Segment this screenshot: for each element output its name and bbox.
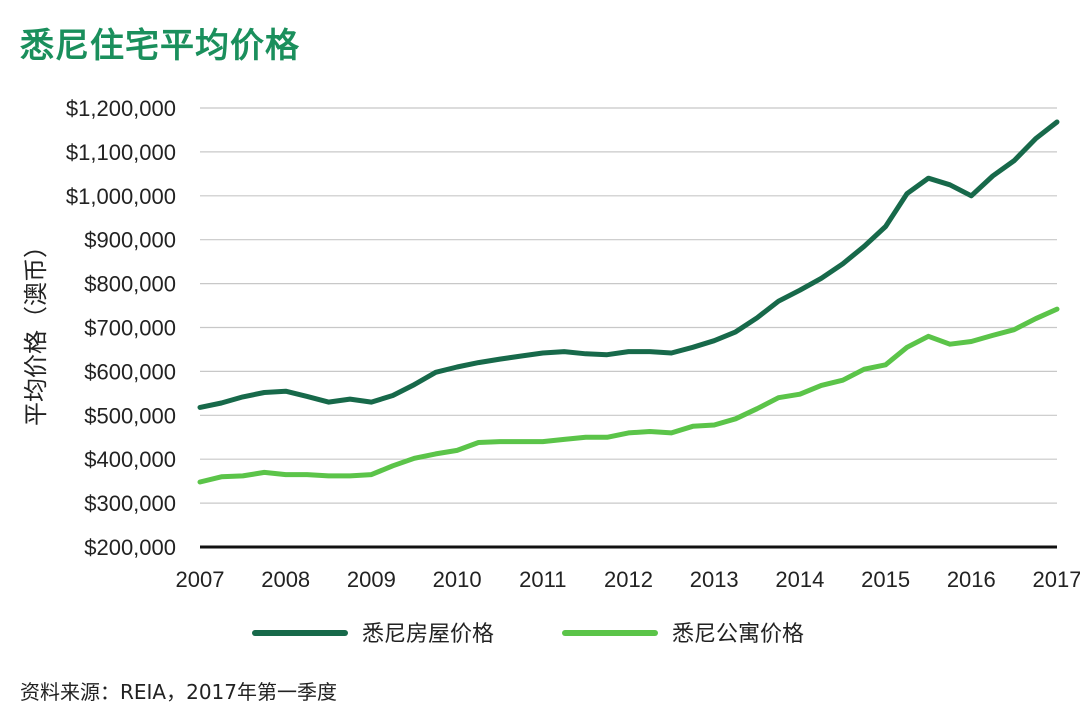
- legend: 悉尼房屋价格 悉尼公寓价格: [252, 622, 804, 647]
- y-tick-label: $700,000: [84, 316, 176, 341]
- y-axis-label: 平均价格（澳币）: [22, 234, 50, 426]
- x-tick-label: 2013: [690, 567, 739, 592]
- series-lines: [197, 119, 1060, 485]
- y-tick-label: $500,000: [84, 403, 176, 428]
- y-tick-label: $1,200,000: [66, 96, 176, 121]
- x-tick-label: 2014: [775, 567, 824, 592]
- y-tick-label: $1,000,000: [66, 184, 176, 209]
- y-tick-label: $600,000: [84, 359, 176, 384]
- y-tick-label: $200,000: [84, 535, 176, 560]
- x-tick-label: 2016: [947, 567, 996, 592]
- x-tick-label: 2008: [261, 567, 310, 592]
- x-tick-labels: 2007 2008 2009 2010 2011 2012 2013 2014 2015 2016…: [176, 567, 1080, 592]
- y-tick-labels: $200,000 $300,000 $400,000 $500,000 $600,000…: [66, 96, 176, 560]
- x-tick-label: 2009: [347, 567, 396, 592]
- y-tick-label: $300,000: [84, 491, 176, 516]
- y-tick-label: $400,000: [84, 447, 176, 472]
- legend-house-label: 悉尼房屋价格: [362, 622, 494, 647]
- legend-apartment-label: 悉尼公寓价格: [672, 622, 804, 647]
- x-tick-label: 2012: [604, 567, 653, 592]
- apartment-price-line: [197, 306, 1060, 485]
- x-tick-label: 2007: [176, 567, 225, 592]
- x-tick-label: 2017: [1033, 567, 1080, 592]
- x-tick-label: 2010: [433, 567, 482, 592]
- x-tick-label: 2011: [519, 567, 566, 592]
- house-price-line: [197, 119, 1060, 410]
- gridlines: [200, 107, 1057, 504]
- y-tick-label: $1,100,000: [66, 140, 176, 165]
- x-tick-label: 2015: [861, 567, 910, 592]
- source-note: 资料来源：REIA，2017年第一季度: [20, 680, 338, 704]
- y-tick-label: $900,000: [84, 228, 176, 253]
- chart-title: 悉尼住宅平均价格: [20, 26, 300, 66]
- y-tick-label: $800,000: [84, 272, 176, 297]
